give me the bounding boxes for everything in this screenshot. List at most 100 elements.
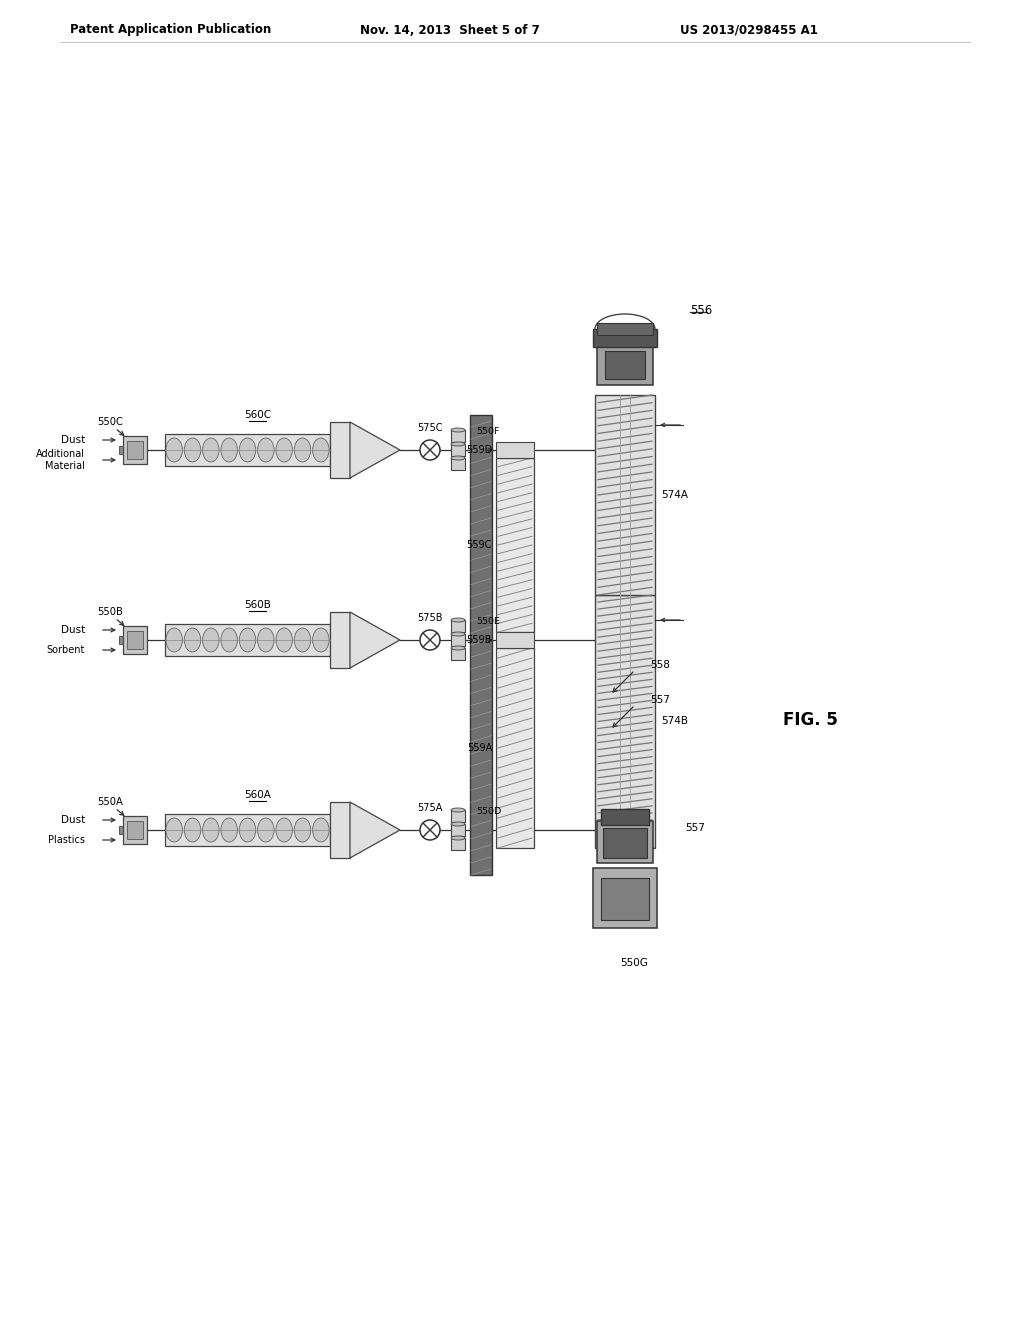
Text: 575A: 575A	[418, 803, 442, 813]
Bar	[595, 595, 655, 847]
Polygon shape	[350, 422, 400, 478]
Bar	[165, 814, 330, 846]
Ellipse shape	[275, 438, 293, 462]
Text: 560B: 560B	[244, 601, 271, 610]
Bar	[595, 395, 655, 595]
Bar	[597, 345, 653, 385]
Ellipse shape	[451, 645, 465, 649]
Bar	[451, 634, 465, 645]
Text: 559B: 559B	[467, 635, 492, 645]
Text: 559D: 559D	[466, 445, 492, 455]
Text: Dust: Dust	[60, 624, 85, 635]
Ellipse shape	[312, 438, 329, 462]
Ellipse shape	[240, 628, 256, 652]
Bar	[593, 329, 657, 347]
Text: 557: 557	[685, 822, 705, 833]
Bar	[127, 631, 143, 649]
Ellipse shape	[240, 818, 256, 842]
Ellipse shape	[258, 438, 274, 462]
Ellipse shape	[240, 438, 256, 462]
Bar	[496, 632, 534, 648]
Bar	[330, 803, 350, 858]
Text: 560C: 560C	[244, 411, 271, 420]
Ellipse shape	[451, 822, 465, 826]
Bar	[451, 824, 465, 836]
Ellipse shape	[275, 628, 293, 652]
Polygon shape	[350, 803, 400, 858]
Polygon shape	[350, 612, 400, 668]
Bar	[123, 436, 147, 465]
Bar	[330, 612, 350, 668]
Text: 556: 556	[690, 304, 713, 317]
Text: 550B: 550B	[97, 607, 123, 616]
Ellipse shape	[221, 628, 238, 652]
Bar	[119, 446, 123, 454]
Text: Additional
Material: Additional Material	[36, 449, 85, 471]
Bar	[470, 414, 492, 875]
Text: 574A: 574A	[662, 490, 688, 500]
Ellipse shape	[221, 818, 238, 842]
Ellipse shape	[275, 818, 293, 842]
Bar	[496, 442, 534, 458]
Bar	[451, 620, 465, 632]
Bar	[451, 810, 465, 822]
Bar	[119, 636, 123, 644]
Text: 575B: 575B	[417, 612, 442, 623]
Bar	[451, 648, 465, 660]
Ellipse shape	[203, 628, 219, 652]
Text: Sorbent: Sorbent	[47, 645, 85, 655]
Ellipse shape	[258, 628, 274, 652]
Text: 574B: 574B	[662, 717, 688, 726]
Text: 550F: 550F	[476, 428, 500, 437]
Ellipse shape	[451, 442, 465, 446]
Bar	[451, 444, 465, 455]
Bar	[330, 422, 350, 478]
Text: Nov. 14, 2013  Sheet 5 of 7: Nov. 14, 2013 Sheet 5 of 7	[360, 24, 540, 37]
Text: Plastics: Plastics	[48, 836, 85, 845]
Bar	[451, 838, 465, 850]
Ellipse shape	[294, 818, 310, 842]
Ellipse shape	[294, 438, 310, 462]
Bar	[165, 434, 330, 466]
Bar	[603, 828, 647, 858]
Ellipse shape	[166, 438, 182, 462]
Circle shape	[420, 440, 440, 459]
Ellipse shape	[221, 438, 238, 462]
Text: FIG. 5: FIG. 5	[782, 711, 838, 729]
Ellipse shape	[312, 818, 329, 842]
Text: 575C: 575C	[417, 422, 442, 433]
Bar	[496, 458, 534, 632]
Bar	[605, 351, 645, 379]
Bar	[451, 430, 465, 442]
Text: US 2013/0298455 A1: US 2013/0298455 A1	[680, 24, 818, 37]
Ellipse shape	[451, 836, 465, 840]
Bar	[601, 809, 649, 825]
Text: 550G: 550G	[620, 958, 648, 968]
Text: 550E: 550E	[476, 618, 500, 627]
Ellipse shape	[166, 818, 182, 842]
Text: Dust: Dust	[60, 814, 85, 825]
Ellipse shape	[203, 438, 219, 462]
Ellipse shape	[312, 628, 329, 652]
Bar	[601, 878, 649, 920]
Ellipse shape	[451, 455, 465, 459]
Text: 558: 558	[650, 660, 670, 671]
Bar	[597, 323, 653, 335]
Bar	[451, 458, 465, 470]
Ellipse shape	[258, 818, 274, 842]
Ellipse shape	[166, 628, 182, 652]
Ellipse shape	[294, 628, 310, 652]
Ellipse shape	[451, 428, 465, 432]
Text: Dust: Dust	[60, 436, 85, 445]
Bar	[597, 821, 653, 863]
Text: 550D: 550D	[476, 808, 502, 817]
Text: 560A: 560A	[244, 789, 271, 800]
Ellipse shape	[184, 438, 201, 462]
Ellipse shape	[451, 632, 465, 636]
Ellipse shape	[451, 808, 465, 812]
Bar	[127, 441, 143, 459]
Bar	[496, 648, 534, 847]
Bar	[165, 624, 330, 656]
Bar	[127, 821, 143, 840]
Ellipse shape	[203, 818, 219, 842]
